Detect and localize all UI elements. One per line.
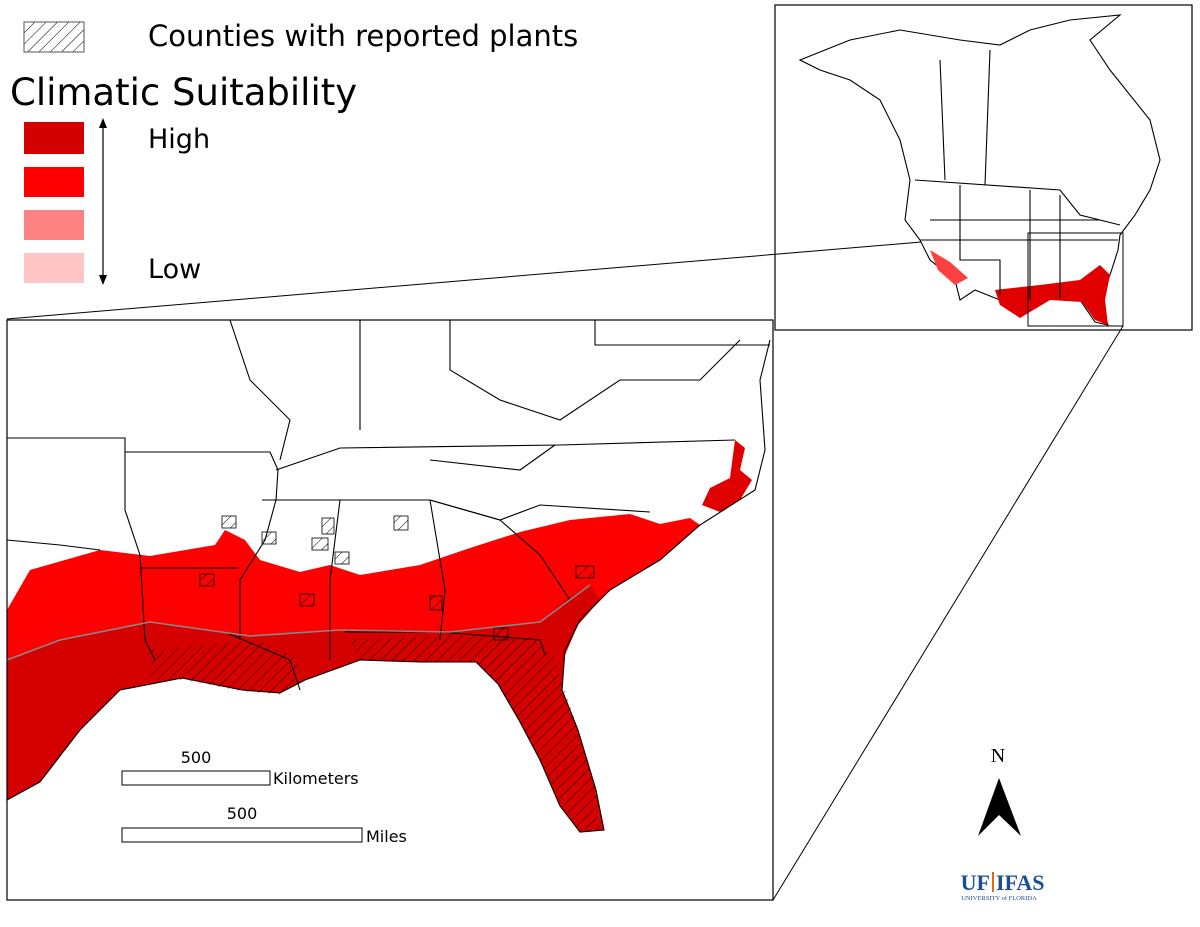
connector-line xyxy=(772,325,1124,901)
state-boundaries xyxy=(340,499,446,641)
arrow-head xyxy=(99,275,107,285)
connector-line xyxy=(6,232,1029,320)
scale-bar: 500 Kilometers 500 Miles xyxy=(121,748,407,846)
hatched-counties xyxy=(299,593,315,607)
hatched-counties xyxy=(150,640,300,695)
swatch-low xyxy=(24,253,84,283)
suitability-area xyxy=(702,440,752,512)
legend-low: Low xyxy=(148,254,201,285)
state-boundaries xyxy=(229,320,291,461)
swatch-high xyxy=(24,122,84,154)
logo-ifas: IFAS xyxy=(996,870,1045,895)
legend-title: Climatic Suitability xyxy=(10,71,357,114)
logo-uf: UF xyxy=(961,870,990,895)
km-value: 500 xyxy=(181,748,212,767)
suitability-area xyxy=(930,250,968,285)
main-map-frame xyxy=(6,319,774,901)
hatched-counties xyxy=(199,573,215,587)
hatched-counties xyxy=(199,515,595,641)
state-boundaries xyxy=(594,320,770,346)
state-boundaries xyxy=(262,499,651,521)
extent-box xyxy=(1027,232,1124,327)
swatch-mid-low xyxy=(24,210,84,240)
state-boundaries xyxy=(7,539,101,551)
state-boundaries xyxy=(7,339,771,833)
hatch-swatch xyxy=(23,21,85,53)
hatched-counties xyxy=(311,537,329,551)
legend-high: High xyxy=(148,124,210,155)
mi-value: 500 xyxy=(227,804,258,823)
state-boundaries xyxy=(224,631,301,691)
north-label: N xyxy=(991,745,1005,767)
state-boundaries xyxy=(7,437,156,661)
mi-bar xyxy=(121,827,363,843)
hatched-counties xyxy=(321,517,335,535)
state-boundaries xyxy=(345,631,546,656)
state-boundaries xyxy=(276,499,341,660)
north-arrow-shape xyxy=(978,778,1021,836)
state-boundaries xyxy=(429,499,571,601)
hatched-counties xyxy=(334,551,350,565)
suitability-area xyxy=(995,265,1110,325)
km-label: Kilometers xyxy=(273,769,359,788)
connectors xyxy=(6,232,1124,901)
north-arrow: N xyxy=(978,745,1021,836)
inset-boundaries xyxy=(914,49,1121,300)
inset-boundaries xyxy=(959,185,1001,295)
inset-map xyxy=(798,14,1161,327)
swatch-mid-high xyxy=(24,167,84,197)
state-boundaries xyxy=(429,444,556,471)
hatched-counties xyxy=(221,515,237,529)
hatched-counties xyxy=(350,635,600,830)
hatched-counties xyxy=(393,515,409,531)
hatched-counties xyxy=(429,595,443,611)
hatch-label: Counties with reported plants xyxy=(148,19,578,53)
state-boundaries xyxy=(7,584,591,661)
arrow-head xyxy=(99,118,107,128)
km-bar xyxy=(121,770,271,786)
logo-university: UNIVERSITY of FLORIDA xyxy=(961,895,1037,902)
hatched-counties xyxy=(575,565,595,579)
state-boundaries xyxy=(449,320,741,421)
state-boundaries xyxy=(7,320,771,833)
main-map xyxy=(7,320,771,833)
inset-boundaries xyxy=(984,49,991,186)
inset-boundaries xyxy=(939,59,946,181)
inset-frame xyxy=(774,4,1193,331)
hatched-counties xyxy=(493,627,509,641)
suitability-area xyxy=(7,514,700,832)
logo: UF IFAS UNIVERSITY of FLORIDA xyxy=(961,870,1045,902)
hatched-counties xyxy=(261,531,277,545)
state-boundaries xyxy=(275,439,736,471)
mi-label: Miles xyxy=(366,827,407,846)
legend: Counties with reported plants Climatic S… xyxy=(10,19,578,285)
